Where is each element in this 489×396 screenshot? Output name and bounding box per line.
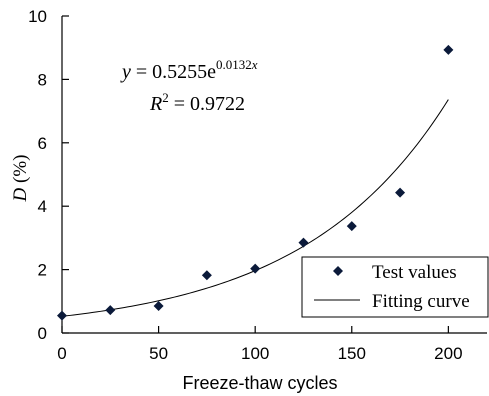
test-values-points [57,44,454,321]
y-tick-label: 6 [38,134,47,153]
y-tick-label: 10 [28,7,47,26]
y-axis-ticks: 0 2 4 6 8 10 [28,7,69,343]
equation-body: = 0.5255e [131,61,216,83]
x-tick-label: 100 [241,344,269,363]
y-tick-label: 2 [38,261,47,280]
test-value-point [346,221,357,232]
test-value-point [153,301,164,312]
y-tick-label: 4 [38,197,47,216]
legend-marker-test-values [333,266,343,276]
r-squared-var: R [149,93,162,115]
y-axis-title: D (%) [10,155,31,203]
test-value-point [443,44,454,55]
y-tick-label: 0 [38,324,47,343]
test-value-point [250,263,261,274]
legend-label-fitting-curve: Fitting curve [372,291,470,312]
equation-exponent-var: x [251,57,258,72]
test-value-point [395,187,406,198]
x-tick-label: 200 [434,344,462,363]
equation-annotation: y = 0.5255e0.0132x [120,57,258,83]
test-value-point [105,305,116,316]
y-axis-title-unit: (%) [10,155,31,188]
x-axis-ticks: 0 50 100 150 200 [57,326,463,363]
y-tick-label: 8 [38,70,47,89]
r-squared-annotation: R2 = 0.9722 [149,90,245,115]
test-value-point [201,270,212,281]
legend-label-test-values: Test values [372,262,457,283]
x-tick-label: 50 [149,344,168,363]
legend: Test values Fitting curve [301,256,489,318]
equation-exponent-number: 0.0132 [216,57,252,72]
x-tick-label: 0 [57,344,66,363]
equation-y-var: y [120,61,131,83]
y-axis-title-var: D [10,187,31,202]
r-squared-value: = 0.9722 [169,93,245,115]
legend-box [301,256,489,318]
r-squared-sup: 2 [162,90,169,105]
x-tick-label: 150 [338,344,366,363]
test-value-point [57,310,67,321]
x-axis-title: Freeze-thaw cycles [182,373,337,393]
test-value-point [298,237,309,248]
